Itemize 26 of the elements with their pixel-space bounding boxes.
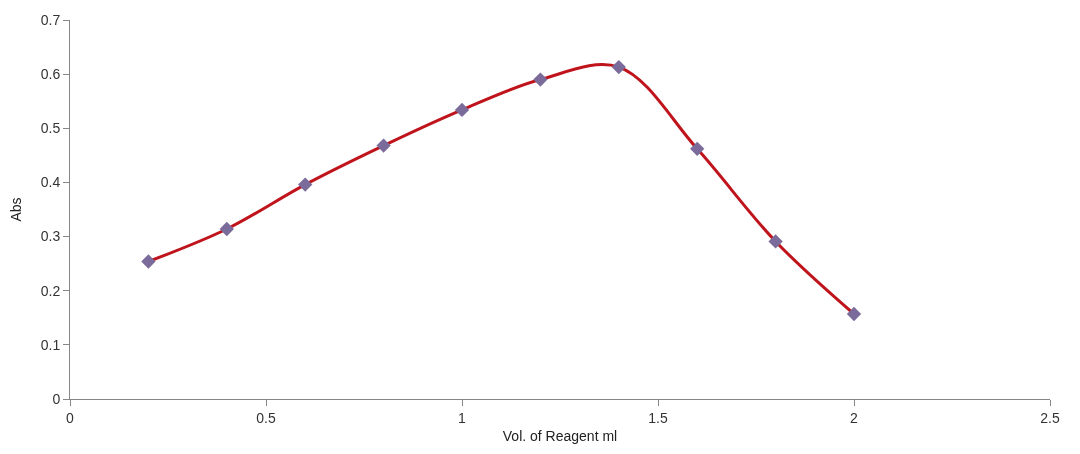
point	[454, 102, 470, 118]
point	[376, 138, 391, 153]
y-tick-label: 0.6	[40, 66, 61, 83]
point	[141, 254, 156, 269]
y-tick-label: 0.1	[40, 336, 61, 353]
y-tick-label: 0.2	[40, 282, 61, 299]
x-tick-label: 1.5	[648, 409, 668, 426]
x-axis-title: Vol. of Reagent ml	[502, 428, 618, 445]
y-tick-label: 0.7	[40, 11, 61, 28]
x-tick-label: 1	[458, 409, 467, 426]
x-tick-label: 0.5	[256, 409, 276, 426]
point	[846, 306, 862, 322]
y-tick-label: 0.4	[40, 174, 61, 191]
point	[690, 141, 705, 157]
point	[219, 221, 234, 237]
y-tick-label: 0.3	[40, 228, 61, 245]
y-axis-title: Abs	[8, 197, 25, 222]
y-tick-label: 0.5	[40, 120, 61, 137]
x-tick-label: 0	[66, 409, 75, 426]
point	[768, 234, 783, 249]
x-tick-label: 2	[850, 409, 859, 426]
y-tick-label: 0	[52, 390, 61, 407]
point	[533, 72, 548, 87]
point	[611, 59, 626, 75]
x-tick-label: 2.5	[1040, 409, 1060, 426]
point	[298, 177, 313, 192]
